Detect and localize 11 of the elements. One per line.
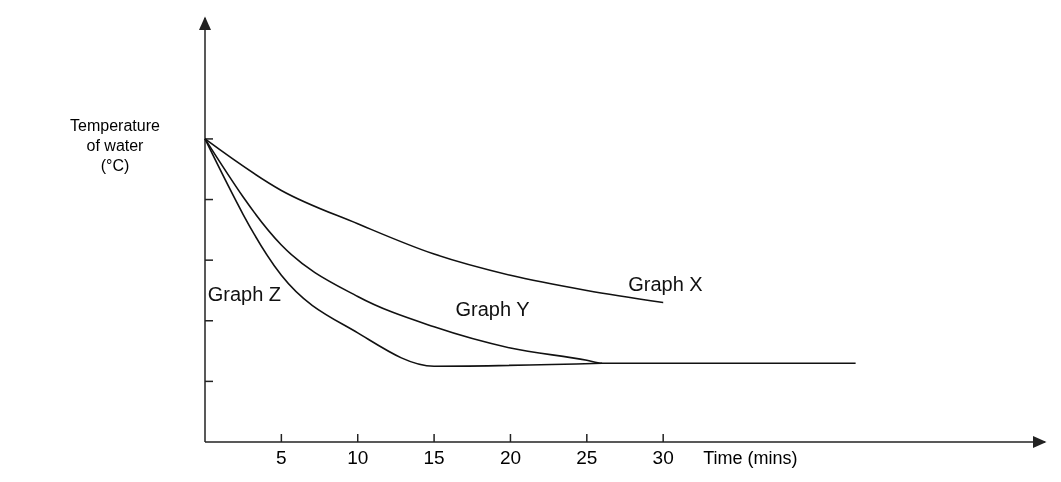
x-tick-label: 15 xyxy=(423,447,445,468)
series-label: Graph Z xyxy=(207,282,282,305)
x-tick-label: 20 xyxy=(499,447,522,468)
x-axis-title: Time (mins) xyxy=(703,448,798,468)
y-axis-title: Temperature of water (°C) xyxy=(70,116,161,174)
x-tick-label: 25 xyxy=(576,447,598,468)
series-label: Graph X xyxy=(628,272,703,295)
series-label: Graph Y xyxy=(455,298,530,321)
x-tick-label: 5 xyxy=(276,447,287,468)
x-tick-label: 30 xyxy=(652,447,674,468)
x-tick-label: 10 xyxy=(347,447,369,468)
